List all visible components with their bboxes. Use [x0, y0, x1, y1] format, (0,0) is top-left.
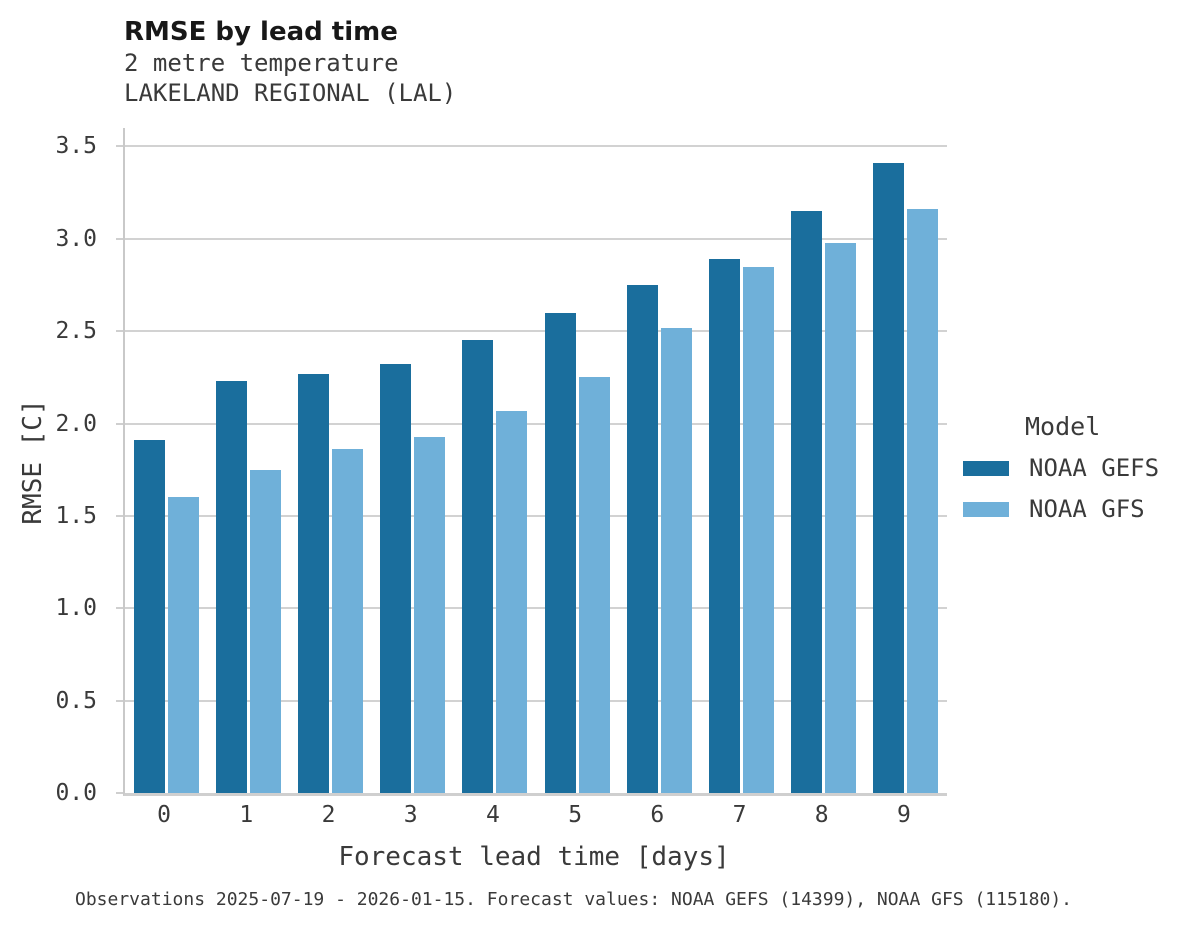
gridline-0.5 [125, 699, 947, 702]
bar-noaa-gefs-day-7 [709, 259, 741, 793]
y-tick-mark-2.5 [116, 330, 124, 333]
y-tick-label-3.5: 3.5 [55, 133, 97, 160]
x-axis-title: Forecast lead time [days] [338, 842, 730, 872]
bar-noaa-gfs-day-9 [907, 209, 939, 793]
y-tick-label-0.0: 0.0 [55, 780, 97, 806]
x-tick-label-2: 2 [321, 802, 336, 828]
gridlines [125, 128, 947, 793]
bar-noaa-gfs-day-6 [660, 327, 692, 793]
gridline-2.0 [125, 422, 947, 425]
footer-caption: Observations 2025-07-19 - 2026-01-15. Fo… [75, 889, 1072, 910]
x-tick-label-1: 1 [239, 802, 254, 828]
bar-noaa-gfs-day-0 [167, 497, 199, 793]
legend-title: Model [1025, 412, 1101, 441]
bar-noaa-gefs-day-2 [298, 373, 329, 793]
bar-noaa-gefs-day-1 [215, 381, 247, 793]
legend-swatch [963, 501, 1009, 517]
bar-noaa-gfs-day-5 [578, 377, 610, 793]
bar-noaa-gefs-day-6 [626, 285, 658, 793]
x-tick-label-6: 6 [650, 802, 665, 828]
y-tick-mark-0.0 [116, 792, 124, 794]
y-tick-label-1.5: 1.5 [55, 502, 97, 529]
bar-noaa-gfs-day-3 [414, 436, 446, 793]
y-tick-label-3.0: 3.0 [55, 225, 97, 252]
x-tick-label-8: 8 [814, 802, 829, 828]
chart-title: RMSE by lead time [124, 17, 398, 47]
bar-group-day-7 [700, 128, 782, 793]
bar-noaa-gefs-day-0 [133, 440, 165, 793]
bar-group-day-6 [618, 128, 700, 793]
bar-noaa-gfs-day-4 [496, 410, 528, 793]
y-axis: 0.0 0.5 1.0 1.5 2.0 2.5 3.0 3.5 [0, 128, 124, 806]
bar-group-day-1 [207, 128, 289, 793]
bar-noaa-gefs-day-3 [380, 364, 412, 793]
legend-swatch [963, 460, 1009, 476]
bar-group-day-5 [536, 128, 618, 793]
chart-header: RMSE by lead time 2 metre temperature LA… [124, 16, 456, 108]
bar-noaa-gfs-day-2 [332, 449, 363, 793]
legend-item-noaa-gfs: NOAA GFS [963, 495, 1159, 523]
legend-items: NOAA GEFS NOAA GFS [963, 454, 1159, 523]
y-tick-label-0.5: 0.5 [55, 687, 97, 714]
y-tick-mark-0.5 [116, 699, 124, 702]
gridline-1.0 [125, 607, 947, 610]
bar-group-day-3 [372, 128, 454, 793]
bar-noaa-gefs-day-5 [544, 312, 576, 793]
x-tick-label-9: 9 [897, 802, 911, 828]
gridline-3.0 [125, 237, 947, 240]
plot-area [123, 128, 947, 796]
y-tick-mark-3.0 [116, 237, 124, 240]
y-tick-mark-1.5 [116, 514, 124, 517]
gridline-1.5 [125, 514, 947, 517]
y-tick-mark-3.5 [116, 145, 124, 148]
chart-subtitle-parameter: 2 metre temperature [124, 49, 399, 77]
x-tick-label-7: 7 [732, 802, 747, 828]
bar-group-day-9 [865, 128, 947, 793]
chart-subtitle-station: LAKELAND REGIONAL (LAL) [124, 79, 457, 107]
bar-group-day-0 [125, 128, 207, 793]
x-tick-label-0: 0 [157, 802, 172, 828]
x-tick-label-3: 3 [403, 802, 418, 828]
bar-group-day-2 [289, 128, 371, 793]
legend-label: NOAA GEFS [1029, 454, 1160, 482]
bar-noaa-gfs-day-1 [249, 469, 281, 793]
legend-item-noaa-gefs: NOAA GEFS [963, 454, 1159, 482]
y-tick-mark-2.0 [116, 422, 124, 425]
bar-noaa-gfs-day-7 [743, 266, 775, 793]
gridline-3.5 [125, 145, 947, 148]
bar-noaa-gfs-day-8 [825, 242, 857, 793]
bars [125, 128, 947, 793]
y-tick-label-2.0: 2.0 [55, 410, 97, 437]
y-tick-label-2.5: 2.5 [55, 318, 97, 345]
legend: Model NOAA GEFS NOAA GFS [963, 412, 1159, 523]
y-tick-label-1.0: 1.0 [55, 595, 97, 622]
bar-noaa-gefs-day-9 [873, 163, 905, 793]
bar-noaa-gefs-day-4 [462, 340, 494, 793]
gridline-2.5 [125, 330, 947, 333]
bar-group-day-8 [783, 128, 865, 793]
legend-label: NOAA GFS [1029, 495, 1145, 523]
y-tick-mark-1.0 [116, 607, 124, 610]
x-tick-labels: 0 1 2 3 4 5 6 7 8 9 [123, 802, 945, 828]
x-tick-label-4: 4 [485, 802, 500, 828]
bar-group-day-4 [454, 128, 536, 793]
x-tick-label-5: 5 [568, 802, 583, 828]
bar-noaa-gefs-day-8 [791, 211, 823, 793]
